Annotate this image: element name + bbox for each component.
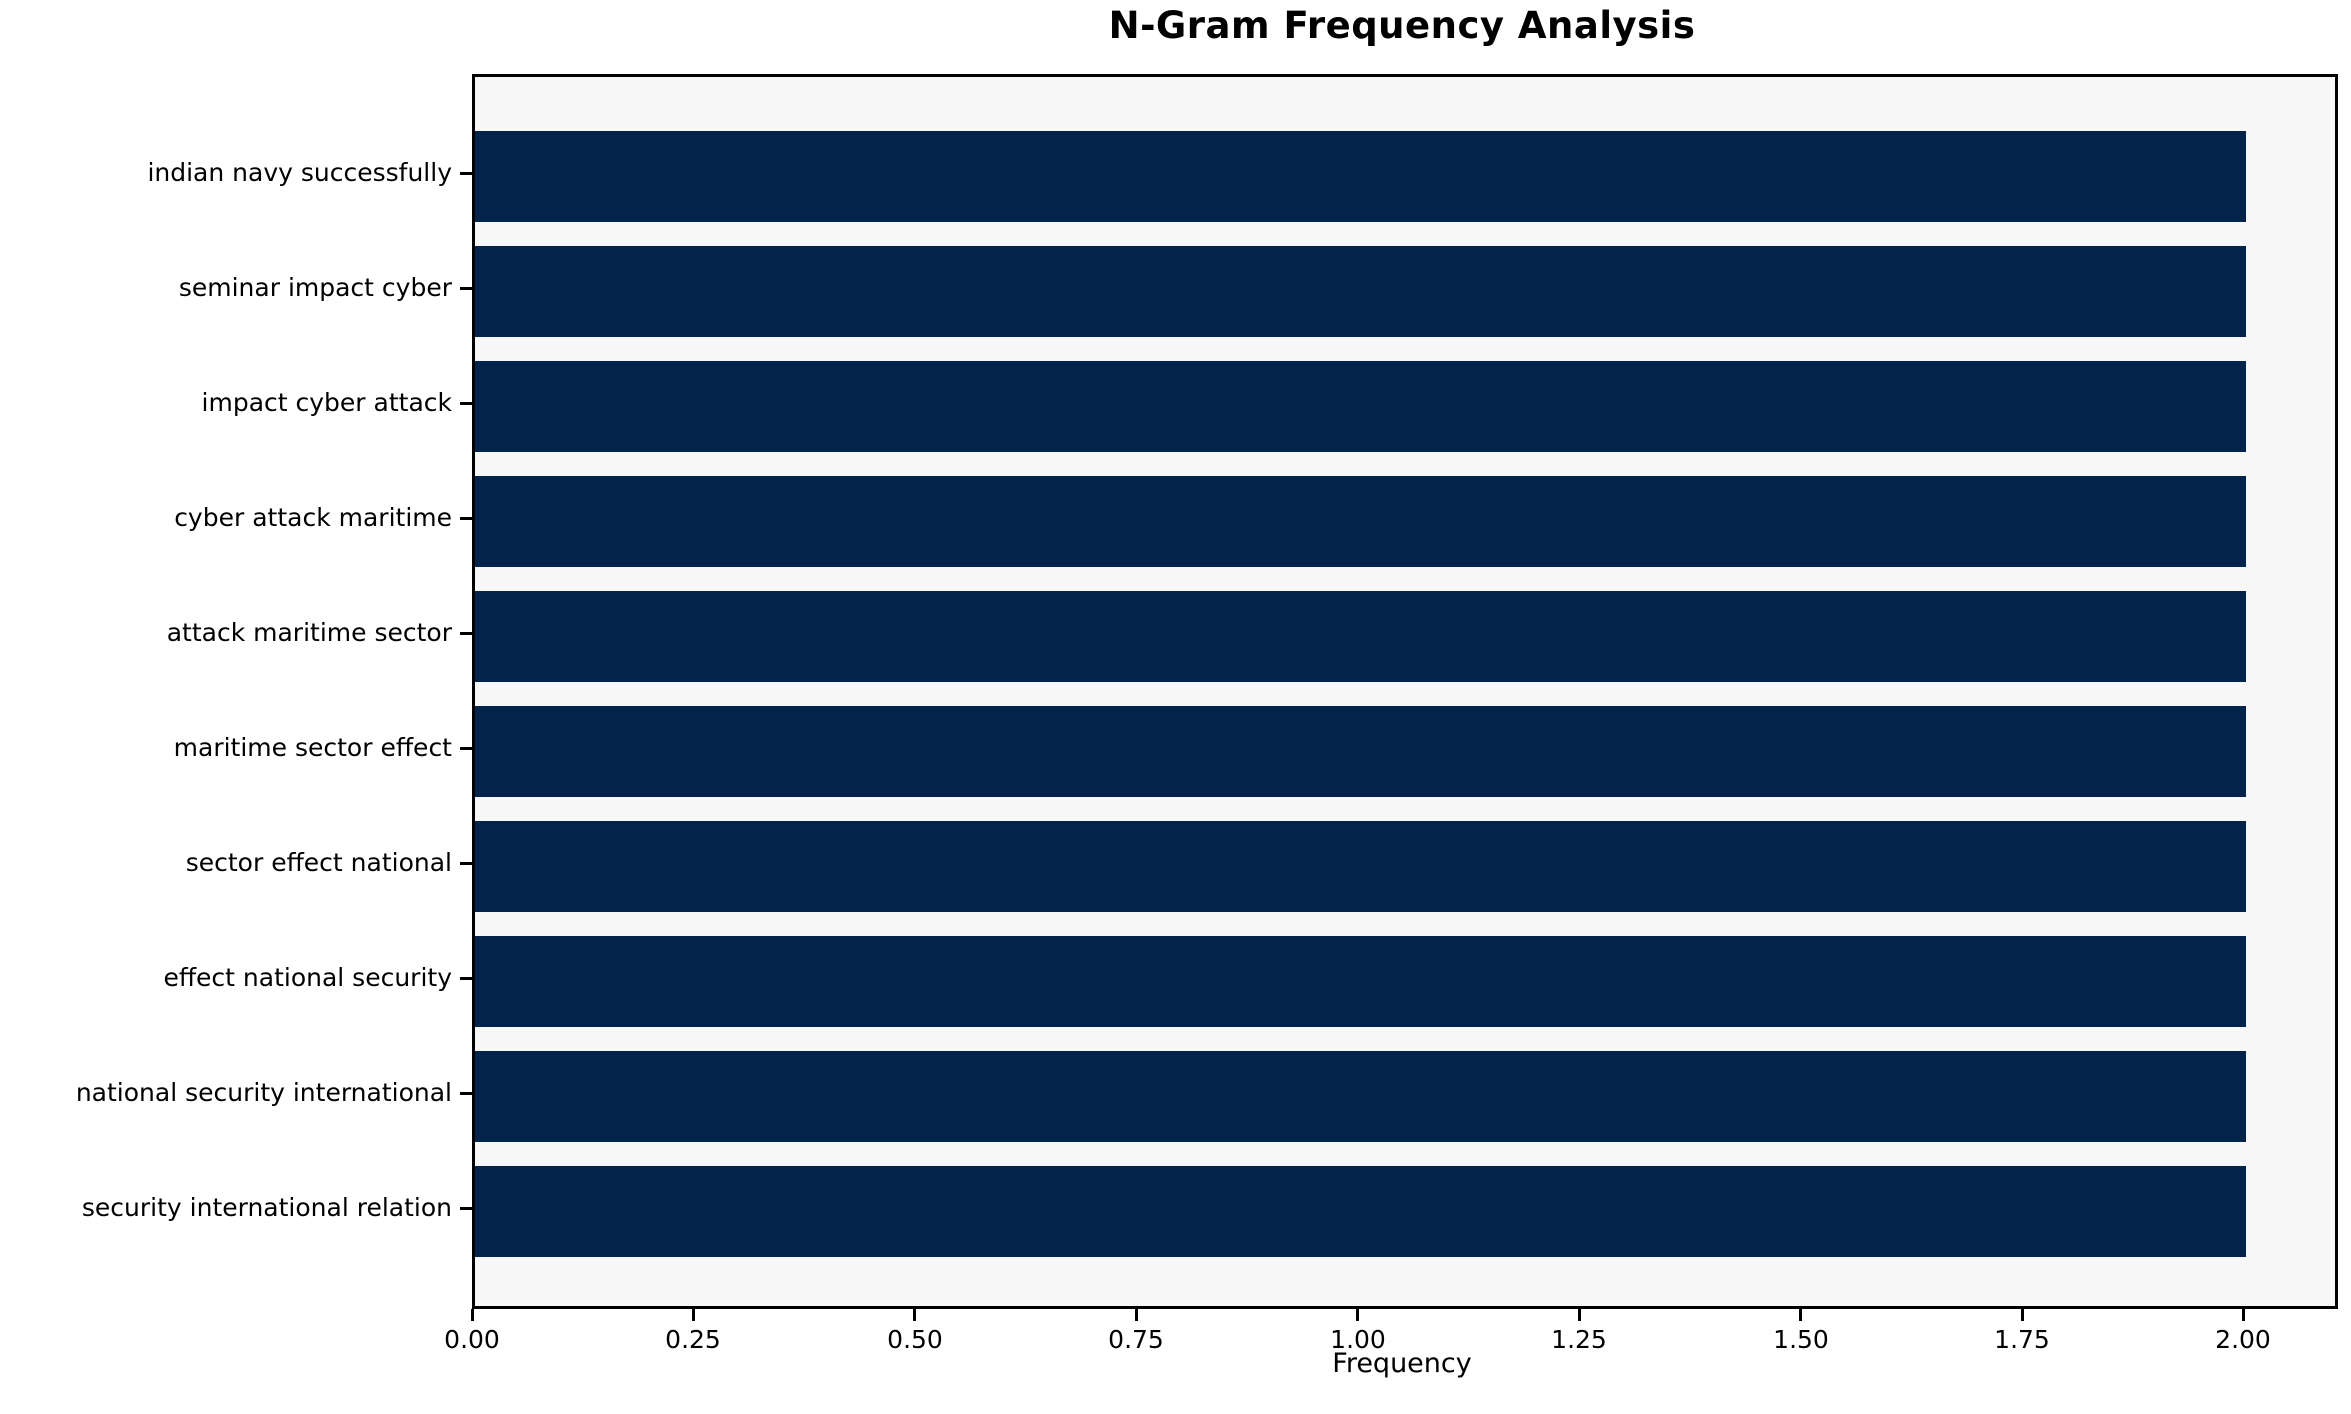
y-tick-mark — [460, 1092, 472, 1095]
bar — [475, 1166, 2246, 1257]
x-tick-mark — [2021, 1309, 2024, 1321]
y-tick-mark — [460, 977, 472, 980]
y-tick-label: attack maritime sector — [166, 618, 452, 647]
bar — [475, 246, 2246, 337]
y-tick-mark — [460, 517, 472, 520]
x-tick-mark — [692, 1309, 695, 1321]
x-tick-mark — [2242, 1309, 2245, 1321]
bar — [475, 821, 2246, 912]
bar — [475, 131, 2246, 222]
x-tick-mark — [1356, 1309, 1359, 1321]
y-tick-label: security international relation — [81, 1193, 452, 1222]
x-tick-mark — [1578, 1309, 1581, 1321]
y-tick-mark — [460, 862, 472, 865]
y-tick-label: indian navy successfully — [147, 158, 452, 187]
bar — [475, 476, 2246, 567]
x-tick-label: 1.50 — [1773, 1325, 1829, 1354]
y-tick-label: sector effect national — [185, 848, 452, 877]
x-tick-label: 2.00 — [2215, 1325, 2271, 1354]
x-tick-label: 1.25 — [1551, 1325, 1607, 1354]
y-tick-label: effect national security — [163, 963, 452, 992]
bar — [475, 706, 2246, 797]
x-tick-label: 1.00 — [1330, 1325, 1386, 1354]
x-tick-mark — [1135, 1309, 1138, 1321]
x-tick-label: 0.75 — [1108, 1325, 1164, 1354]
y-tick-mark — [460, 747, 472, 750]
y-tick-mark — [460, 1207, 472, 1210]
x-tick-mark — [471, 1309, 474, 1321]
chart-title: N-Gram Frequency Analysis — [1108, 4, 1696, 47]
y-tick-mark — [460, 287, 472, 290]
x-tick-label: 1.75 — [1994, 1325, 2050, 1354]
bar — [475, 591, 2246, 682]
y-tick-label: cyber attack maritime — [174, 503, 452, 532]
bar — [475, 361, 2246, 452]
y-tick-label: national security international — [75, 1078, 452, 1107]
x-tick-label: 0.00 — [444, 1325, 500, 1354]
x-tick-mark — [913, 1309, 916, 1321]
x-tick-label: 0.25 — [665, 1325, 721, 1354]
x-tick-label: 0.50 — [887, 1325, 943, 1354]
y-tick-mark — [460, 632, 472, 635]
y-tick-label: impact cyber attack — [201, 388, 452, 417]
y-tick-mark — [460, 172, 472, 175]
x-tick-mark — [1799, 1309, 1802, 1321]
y-tick-label: maritime sector effect — [173, 733, 452, 762]
bar — [475, 1051, 2246, 1142]
bar — [475, 936, 2246, 1027]
y-tick-mark — [460, 402, 472, 405]
plot-area — [472, 74, 2338, 1309]
x-axis-title: Frequency — [1332, 1348, 1472, 1379]
y-tick-label: seminar impact cyber — [178, 273, 452, 302]
